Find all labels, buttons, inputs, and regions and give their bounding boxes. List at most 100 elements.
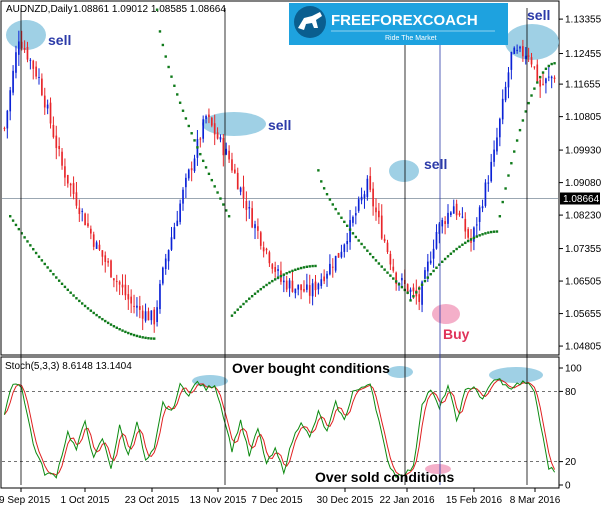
candle-body: [121, 284, 124, 288]
sar-dot: [253, 292, 257, 295]
sar-dot: [294, 268, 297, 272]
sar-dot: [412, 295, 415, 298]
candle-body: [386, 242, 389, 253]
sar-dot: [366, 249, 369, 252]
candle-body: [38, 76, 40, 78]
candle-body: [32, 60, 35, 69]
sar-dot: [170, 75, 173, 78]
stochastic-axis: 100 80 20 0: [559, 364, 582, 492]
candle-body: [395, 272, 397, 284]
sar-dot: [14, 223, 18, 227]
time-tick-label: 8 Mar 2016: [510, 495, 561, 506]
candle-body: [412, 287, 415, 292]
sar-dot: [524, 110, 527, 113]
sar-dot: [227, 215, 231, 218]
candle-body: [52, 124, 55, 138]
stochastic-tick-label: 80: [565, 387, 577, 398]
sar-dot: [464, 241, 467, 245]
candle-body: [323, 276, 325, 282]
candle-body: [513, 47, 516, 54]
sar-dot: [276, 276, 280, 279]
candle-body: [490, 161, 493, 182]
sar-dot: [184, 117, 188, 120]
candle-body: [389, 253, 392, 265]
sar-dot: [345, 224, 349, 227]
sar-dot: [501, 200, 504, 204]
sar-dot: [101, 317, 104, 321]
sar-dot: [291, 269, 294, 273]
candle-body: [357, 199, 360, 211]
candle-body: [438, 223, 441, 234]
candle-body: [20, 41, 23, 49]
sar-dot: [112, 325, 116, 328]
sar-dot: [357, 239, 360, 242]
sar-dot: [132, 333, 136, 337]
candle-body: [504, 86, 507, 101]
sell-highlight: [387, 366, 413, 378]
sar-dot: [386, 271, 389, 274]
candle-body: [26, 46, 29, 60]
sar-dot: [374, 259, 378, 262]
candle-body: [113, 278, 115, 281]
candle-body: [349, 220, 351, 243]
candle-body: [277, 269, 279, 271]
sar-dot: [305, 265, 309, 268]
sar-dot: [268, 281, 271, 285]
sar-dot: [429, 273, 432, 276]
sar-dot: [242, 302, 245, 306]
candle-body: [231, 159, 233, 171]
sar-dot: [75, 297, 78, 300]
sar-dot: [553, 62, 556, 65]
candle-body: [496, 137, 498, 152]
candle-body: [542, 83, 544, 85]
candle-body: [185, 177, 187, 188]
candle-body: [392, 266, 395, 271]
sar-dot: [248, 297, 251, 300]
candle-body: [539, 79, 541, 87]
sar-dot: [155, 8, 159, 11]
sar-dot: [164, 55, 167, 58]
sar-dot: [181, 109, 185, 112]
candle-body: [409, 289, 412, 292]
candle-body: [501, 98, 504, 120]
sar-dot: [196, 146, 199, 149]
sar-dot: [29, 244, 32, 247]
candle-body: [473, 227, 475, 242]
sell-label-3: sell: [424, 156, 447, 172]
time-tick-label: 15 Feb 2016: [446, 495, 503, 506]
candle-body: [314, 281, 317, 291]
sar-dot: [550, 62, 553, 66]
candle-body: [138, 306, 141, 310]
sar-dot: [475, 235, 478, 238]
sar-dot: [216, 191, 219, 194]
sar-dot: [20, 232, 23, 235]
price-tick-label: 1.04805: [565, 342, 601, 353]
candle-body: [334, 255, 337, 271]
sar-dot: [455, 247, 458, 251]
candle-body: [268, 252, 271, 264]
candle-body: [464, 218, 467, 232]
sar-dot: [538, 75, 542, 79]
sar-dot: [466, 239, 470, 243]
candle-body: [205, 115, 207, 119]
sar-dot: [37, 255, 41, 258]
candle-body: [484, 182, 487, 206]
candle-body: [352, 216, 354, 223]
sar-dot: [118, 328, 121, 331]
sar-dot: [544, 67, 548, 70]
sell-highlight: [505, 24, 559, 60]
candle-body: [369, 175, 372, 190]
candle-body: [153, 309, 156, 325]
sar-dot: [222, 203, 225, 206]
sar-dot: [302, 266, 306, 269]
sar-dot: [55, 276, 58, 279]
candle-body: [406, 284, 409, 293]
sar-dot: [141, 336, 144, 339]
price-tick-label: 1.13355: [565, 15, 601, 26]
candle-body: [133, 305, 135, 308]
stochastic-series: [3, 377, 556, 479]
sar-dot: [392, 277, 395, 280]
sell-highlight: [6, 20, 46, 50]
candle-body: [265, 248, 268, 251]
candle-body: [239, 187, 242, 192]
